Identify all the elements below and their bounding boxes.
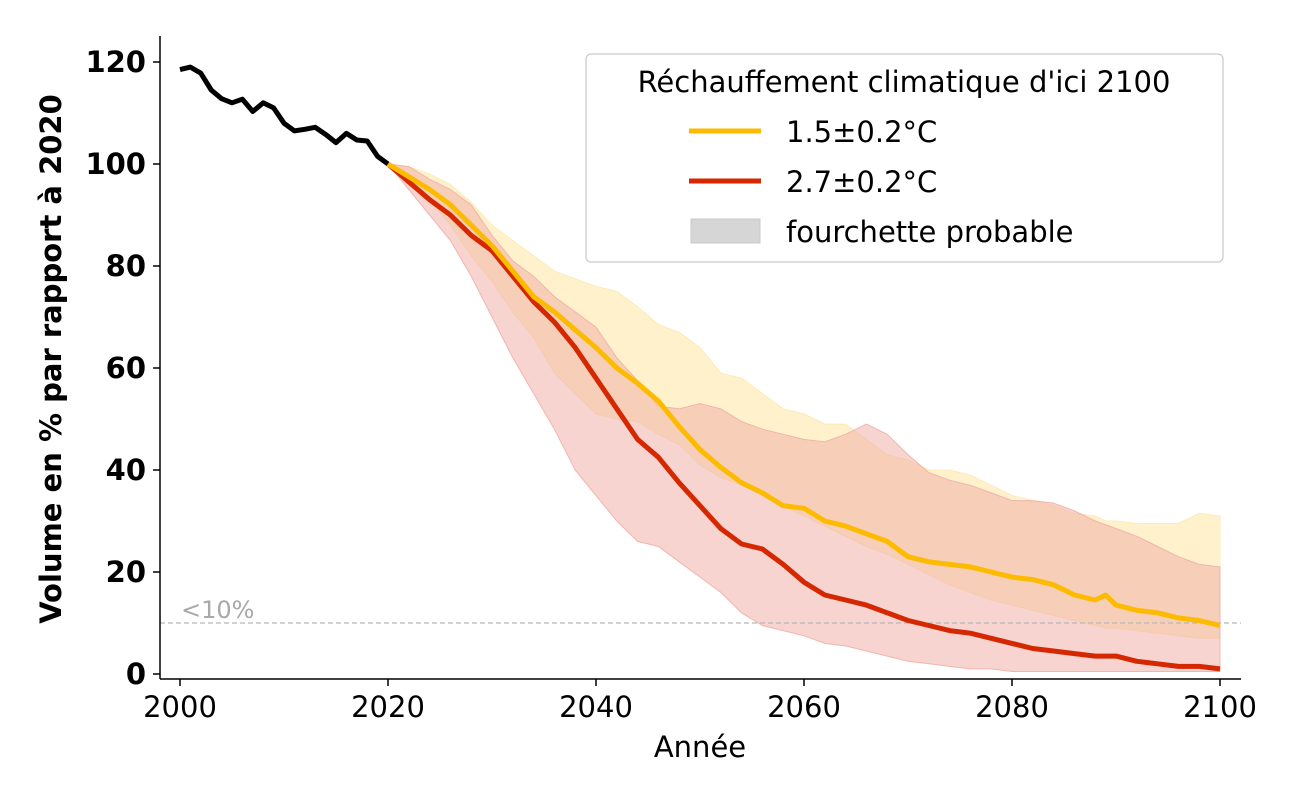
reference-line-label: <10% xyxy=(181,596,254,624)
series-line-2-7-0-2-C xyxy=(386,162,1221,672)
legend-label-2-7: 2.7±0.2°C xyxy=(786,165,937,199)
series-lines xyxy=(179,64,1221,672)
y-tick-label: 60 xyxy=(106,351,146,385)
x-ticks: 2000 2020 2040 2060 2080 2100 xyxy=(143,679,1257,724)
legend-title: Réchauffement climatique d'ici 2100 xyxy=(638,65,1171,99)
x-tick-label: 2060 xyxy=(767,690,841,724)
series-line-1-5-0-2-C xyxy=(386,161,1221,628)
legend-frame xyxy=(585,53,1224,263)
y-ticks: 0 20 40 60 80 100 120 xyxy=(85,45,160,691)
x-tick-label: 2080 xyxy=(975,690,1049,724)
legend-label-range: fourchette probable xyxy=(786,215,1074,249)
legend: Réchauffement climatique d'ici 2100 1.5±… xyxy=(585,53,1224,263)
x-tick-label: 2100 xyxy=(1183,690,1257,724)
y-axis-label: Volume en % par rapport à 2020 xyxy=(34,94,68,624)
y-tick-label: 40 xyxy=(106,453,146,487)
uncertainty-bands xyxy=(386,163,1221,672)
x-tick-label: 2020 xyxy=(351,690,425,724)
reference-line-group: <10% xyxy=(160,596,1241,624)
y-tick-label: 100 xyxy=(85,147,146,181)
historical-line xyxy=(179,64,390,167)
y-tick-label: 120 xyxy=(85,45,146,79)
legend-swatch-range xyxy=(690,218,761,244)
legend-label-1-5: 1.5±0.2°C xyxy=(786,115,937,149)
x-tick-label: 2000 xyxy=(143,690,217,724)
y-tick-label: 0 xyxy=(126,657,146,691)
band-2-7-0-2-C xyxy=(386,163,1221,672)
x-tick-label: 2040 xyxy=(559,690,633,724)
y-tick-label: 80 xyxy=(106,249,146,283)
y-tick-label: 20 xyxy=(106,555,146,589)
x-axis-label: Année xyxy=(654,730,746,764)
